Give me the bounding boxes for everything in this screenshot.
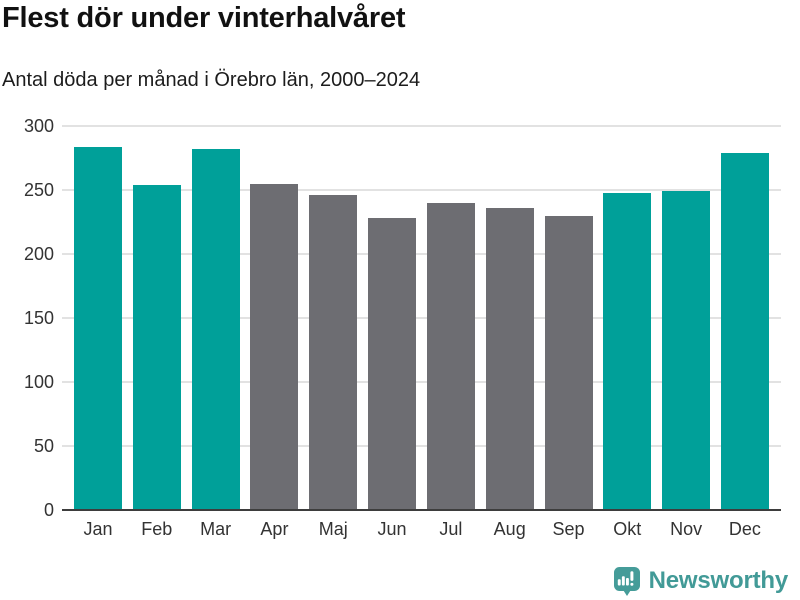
x-tick-sep: Sep bbox=[552, 519, 585, 539]
newsworthy-logo-icon bbox=[613, 567, 640, 596]
x-tick-dec: Dec bbox=[728, 519, 761, 539]
x-tick-aug: Aug bbox=[493, 519, 526, 539]
gridline-250 bbox=[62, 189, 781, 191]
bar-jul bbox=[426, 202, 475, 510]
bar-nov bbox=[662, 191, 711, 510]
bars bbox=[62, 126, 781, 510]
bar-dec bbox=[720, 152, 769, 510]
bar-sep bbox=[544, 215, 593, 510]
gridline-300 bbox=[62, 125, 781, 127]
gridline-150 bbox=[62, 317, 781, 319]
x-tick-jun: Jun bbox=[377, 519, 407, 539]
x-axis-labels: Jan Feb Mar Apr Maj Jun Jul Aug Sep Okt Nov Dec bbox=[62, 519, 781, 540]
plot-area bbox=[62, 125, 781, 511]
y-axis-labels: 0 50 100 150 200 250 300 bbox=[0, 116, 54, 520]
x-tick-jul: Jul bbox=[439, 519, 463, 539]
x-tick-maj: Maj bbox=[318, 519, 348, 539]
bar-feb bbox=[132, 184, 181, 510]
gridline-50 bbox=[62, 445, 781, 447]
bar-jan bbox=[74, 146, 122, 510]
x-tick-nov: Nov bbox=[670, 519, 703, 539]
bar-mar bbox=[191, 149, 240, 510]
x-tick-mar: Mar bbox=[200, 519, 232, 539]
chart-subtitle: Antal döda per månad i Örebro län, 2000–… bbox=[2, 69, 421, 91]
y-tick-0: 0 bbox=[43, 500, 54, 520]
y-tick-300: 300 bbox=[23, 116, 54, 136]
chart-title: Flest dör under vinterhalvåret bbox=[2, 2, 406, 34]
gridline-100 bbox=[62, 381, 781, 383]
y-tick-50: 50 bbox=[33, 436, 54, 456]
gridline-200 bbox=[62, 253, 781, 255]
x-tick-apr: Apr bbox=[260, 519, 289, 539]
y-tick-200: 200 bbox=[23, 244, 54, 264]
brand-footer: Newsworthy bbox=[613, 566, 788, 596]
x-tick-feb: Feb bbox=[141, 519, 173, 539]
brand-name: Newsworthy bbox=[648, 567, 789, 594]
bar-apr bbox=[250, 183, 299, 510]
y-tick-250: 250 bbox=[23, 180, 54, 200]
x-tick-okt: Okt bbox=[613, 519, 642, 539]
y-tick-100: 100 bbox=[23, 372, 54, 392]
bar-aug bbox=[485, 207, 534, 510]
bar-okt bbox=[603, 192, 652, 510]
x-axis-line bbox=[62, 509, 781, 511]
bar-maj bbox=[309, 195, 358, 510]
x-tick-jan: Jan bbox=[83, 519, 113, 539]
y-tick-150: 150 bbox=[23, 308, 54, 328]
bar-jun bbox=[368, 218, 417, 510]
